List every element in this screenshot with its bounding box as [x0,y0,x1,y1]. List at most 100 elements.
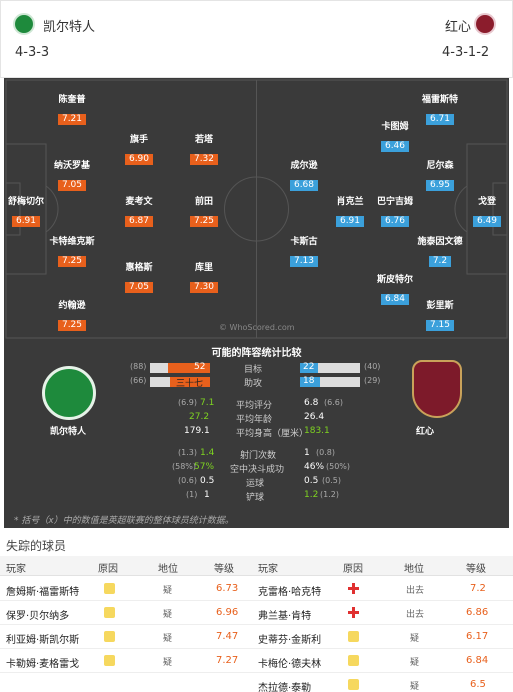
player-rating: 6.68 [289,180,319,191]
away-missing-rating: 6.5 [470,679,486,690]
away-missing-rating: 6.86 [466,607,489,618]
home-value: 179.1 [184,426,210,436]
player-home[interactable]: 约翰逊 7.25 [32,300,112,331]
home-missing-name[interactable]: 卡勒姆·麦格雷戈 [6,659,80,670]
player-name: 卡特维克斯 [49,237,95,247]
away-formation: 4-3-1-2 [442,45,490,60]
away-bracket: (1.2) [320,490,339,499]
away-goals: 22 [303,362,315,372]
home-missing-name[interactable]: 保罗·贝尔纳多 [6,611,70,622]
home-team-name[interactable]: 凯尔特人 [43,20,96,35]
home-value: 7.1 [200,398,215,408]
lineup-stats-comparison: 可能的阵容统计比较 凯尔特人 红心 (88) 52 目标 22 (40) (66… [4,340,509,528]
player-away[interactable]: 彭里斯 7.15 [400,300,480,331]
player-away[interactable]: 戈登 6.49 [447,196,509,227]
stat-label: 平均年龄 [236,415,273,425]
table-row: 詹姆斯·福雷斯特 疑 6.73 克雷格·哈克特 出去 7.2 [0,577,513,601]
player-name: 舒梅切尔 [7,197,44,207]
stats-title: 可能的阵容统计比较 [211,348,302,359]
home-value: 1 [204,490,210,500]
player-home[interactable]: 卡特维克斯 7.25 [32,236,112,267]
player-home[interactable]: 陈奎普 7.21 [32,94,112,125]
away-value: 46% [304,462,325,472]
player-rating: 6.46 [380,141,410,152]
player-rating: 6.49 [472,216,502,227]
player-rating: 6.91 [335,216,365,227]
stat-avg-age: 27.2 平均年龄 26.4 [4,412,509,425]
home-missing-status: 疑 [163,586,173,596]
player-rating: 7.30 [189,282,219,293]
away-assists-bar [300,377,320,387]
player-home[interactable]: 库里 7.30 [164,262,244,293]
player-name: 戈登 [477,197,496,207]
player-rating: 7.05 [124,282,154,293]
home-missing-rating: 6.96 [216,607,239,618]
injury-icon [348,583,359,594]
doubt-icon [348,679,359,690]
table-row: 保罗·贝尔纳多 疑 6.96 弗兰基·肯特 出去 6.86 [0,601,513,625]
away-bracket: (0.5) [322,476,341,485]
stat-avg-rating: (6.9) 7.1 平均评分 6.8 (6.6) [4,398,509,411]
away-missing-status: 出去 [406,610,425,620]
player-home[interactable]: 前田 7.25 [164,196,244,227]
home-assists-bar [170,377,210,387]
stat-dribbles: (0.6) 0.5 运球 0.5 (0.5) [4,476,509,489]
player-away[interactable]: 施泰因文德 7.2 [400,236,480,267]
player-away[interactable]: 卡图姆 6.46 [355,121,435,152]
doubt-icon [348,631,359,642]
player-away[interactable]: 卡斯古 7.13 [264,236,344,267]
away-missing-name[interactable]: 弗兰基·肯特 [258,611,312,622]
away-missing-name[interactable]: 卡梅伦·德夫林 [258,659,322,670]
player-away[interactable]: 斯皮特尔 6.84 [355,274,435,305]
player-home[interactable]: 若塔 7.32 [164,134,244,165]
away-value: 0.5 [304,476,319,486]
player-home[interactable]: 舒梅切尔 6.91 [4,196,66,227]
player-rating: 6.91 [11,216,41,227]
player-away[interactable]: 尼尔森 6.95 [400,160,480,191]
player-away[interactable]: 肖克兰 6.91 [310,196,390,227]
col-rating-home: 等级 [214,564,234,575]
away-missing-name[interactable]: 史蒂芬·金斯利 [258,635,322,646]
home-value: 1.4 [200,448,215,458]
away-missing-rating: 6.84 [466,655,489,666]
player-rating: 6.71 [425,114,455,125]
player-home[interactable]: 旗手 6.90 [99,134,179,165]
col-rating-away: 等级 [466,564,486,575]
stat-assists: (66) 三十七 助攻 18 (29) [4,376,509,389]
stat-label: 平均评分 [236,401,273,411]
player-away[interactable]: 福雷斯特 6.71 [400,94,480,125]
home-bracket: (6.9) [178,398,197,407]
player-away[interactable]: 成尔逊 6.68 [264,160,344,191]
player-name: 卡斯古 [290,237,318,247]
stat-avg-height: 179.1 平均身高（厘米） 183.1 [4,426,509,439]
player-rating: 6.76 [380,216,410,227]
player-name: 纳沃罗基 [53,161,90,171]
doubt-icon [104,655,115,666]
away-missing-rating: 6.17 [466,631,489,642]
player-away[interactable]: 巴宁吉姆 6.76 [355,196,435,227]
away-value: 1 [304,448,310,458]
away-team-name[interactable]: 红心 [445,20,472,35]
stat-label: 铲球 [246,493,265,503]
hearts-logo [474,13,496,35]
stat-aerials: (58%) 57% 空中决斗成功 46% (50%) [4,462,509,475]
missing-players-title: 失踪的球员 [6,539,67,553]
away-missing-name[interactable]: 杰拉德·泰勒 [258,683,312,692]
home-value: 57% [194,462,215,472]
home-missing-name[interactable]: 詹姆斯·福雷斯特 [6,587,80,598]
player-home[interactable]: 麦考文 6.87 [99,196,179,227]
player-home[interactable]: 惠格斯 7.05 [99,262,179,293]
pitch-lines [5,79,508,339]
stats-footnote: * 括号（x）中的数值是英超联赛的整体球员统计数据。 [14,516,234,526]
home-missing-rating: 7.27 [216,655,239,666]
away-missing-name[interactable]: 克雷格·哈克特 [258,587,322,598]
celtic-logo [13,13,35,35]
match-header: 凯尔特人 4-3-3 红心 4-3-1-2 [0,0,513,78]
player-name: 尼尔森 [426,161,454,171]
home-missing-name[interactable]: 利亚姆·斯凯尔斯 [6,635,80,646]
player-rating: 6.84 [380,294,410,305]
col-status-home: 地位 [158,564,178,575]
player-home[interactable]: 纳沃罗基 7.05 [32,160,112,191]
table-row: 卡勒姆·麦格雷戈 疑 7.27 卡梅伦·德夫林 疑 6.84 [0,649,513,673]
player-rating: 6.87 [124,216,154,227]
